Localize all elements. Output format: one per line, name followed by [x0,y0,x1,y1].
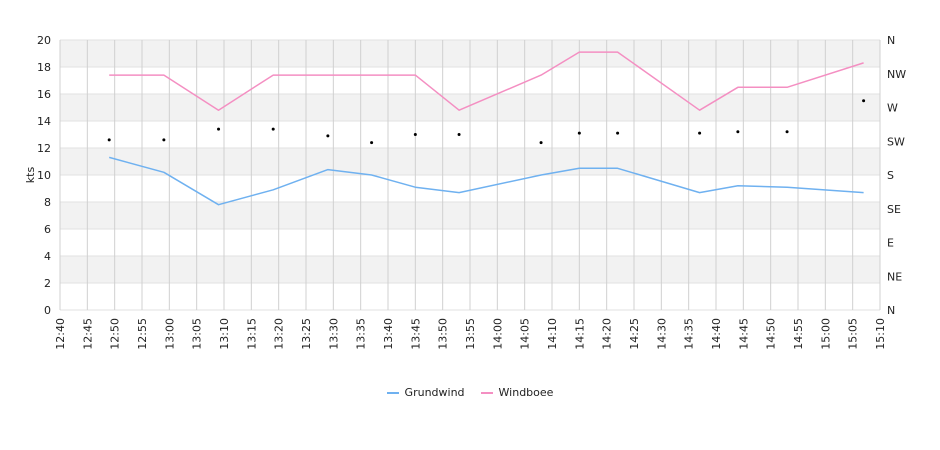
direction-point [107,138,111,142]
legend-label-grundwind: Grundwind [404,386,465,399]
y-tick-label: 6 [44,223,51,236]
y2-tick-label: E [887,237,894,250]
series-line-windboee [109,51,864,111]
legend-item-grundwind[interactable]: Grundwind [386,386,465,399]
legend-item-windboee[interactable]: Windboee [480,386,554,399]
x-tick-label: 14:30 [655,318,668,350]
x-tick-label: 13:15 [245,318,258,350]
x-tick-label: 13:55 [464,318,477,350]
y2-tick-label: SW [887,135,905,148]
direction-point [413,133,417,136]
direction-point [698,131,702,135]
legend-swatch-grundwind [386,391,399,394]
x-tick-label: 15:10 [874,318,887,350]
x-tick-label: 14:10 [546,318,559,350]
y-tick-label: 18 [37,61,51,74]
direction-point [577,131,581,135]
x-tick-label: 13:30 [327,318,340,350]
series-line-grundwind [109,156,864,206]
legend-swatch-windboee [480,391,493,394]
x-tick-label: 13:45 [409,318,422,350]
x-tick-label: 14:40 [710,318,723,350]
y2-tick-label: SE [887,203,901,216]
x-tick-label: 14:50 [765,318,778,350]
y-tick-label: 14 [37,115,51,128]
x-tick-label: 13:25 [300,318,313,350]
x-tick-label: 14:00 [491,318,504,350]
x-tick-label: 14:35 [683,318,696,350]
x-tick-label: 14:15 [573,318,586,350]
direction-point [539,141,543,145]
y2-tick-label: NW [887,68,906,81]
y2-tick-label: N [887,304,895,317]
x-tick-label: 12:55 [136,318,149,350]
y2-tick-label: W [887,102,898,115]
direction-point [217,127,221,131]
y-tick-label: 2 [44,277,51,290]
direction-point [457,133,461,136]
y-tick-label: 0 [44,304,51,317]
x-tick-label: 14:55 [792,318,805,350]
legend-label-windboee: Windboee [498,386,554,399]
x-tick-label: 14:05 [519,318,532,350]
x-tick-label: 12:50 [109,318,122,350]
y-axis-label: kts [24,167,37,184]
direction-point [326,134,330,138]
y-tick-label: 16 [37,88,51,101]
y-tick-label: 10 [37,169,51,182]
x-tick-label: 15:05 [847,318,860,350]
direction-point [162,138,166,142]
direction-point [616,131,620,135]
direction-point [271,127,275,131]
x-tick-label: 13:05 [191,318,204,350]
x-tick-label: 15:00 [819,318,832,350]
x-tick-label: 13:35 [355,318,368,350]
y-tick-label: 20 [37,34,51,47]
x-tick-label: 13:50 [437,318,450,350]
y-tick-label: 4 [44,250,51,263]
x-tick-label: 14:20 [601,318,614,350]
y-tick-label: 12 [37,142,51,155]
direction-point [736,130,740,134]
x-tick-label: 12:45 [81,318,94,350]
y-tick-label: 8 [44,196,51,209]
x-tick-label: 13:00 [163,318,176,350]
chart-canvas: 0 2 4 6 8 10 12 14 16 18 20 N NE E SE S SW W NW N 12:40 12:45… [24,34,906,350]
y2-tick-label: S [887,169,894,182]
x-tick-label: 13:40 [382,318,395,350]
legend: Grundwind Windboee [0,386,940,399]
direction-point [785,130,789,134]
direction-point [862,99,866,103]
x-tick-label: 14:45 [737,318,750,350]
x-tick-label: 14:25 [628,318,641,350]
direction-point [370,141,374,145]
y2-tick-label: NE [887,270,902,283]
x-tick-label: 13:10 [218,318,231,350]
y2-tick-label: N [887,34,895,47]
x-tick-label: 13:20 [273,318,286,350]
x-tick-label: 12:40 [54,318,67,350]
